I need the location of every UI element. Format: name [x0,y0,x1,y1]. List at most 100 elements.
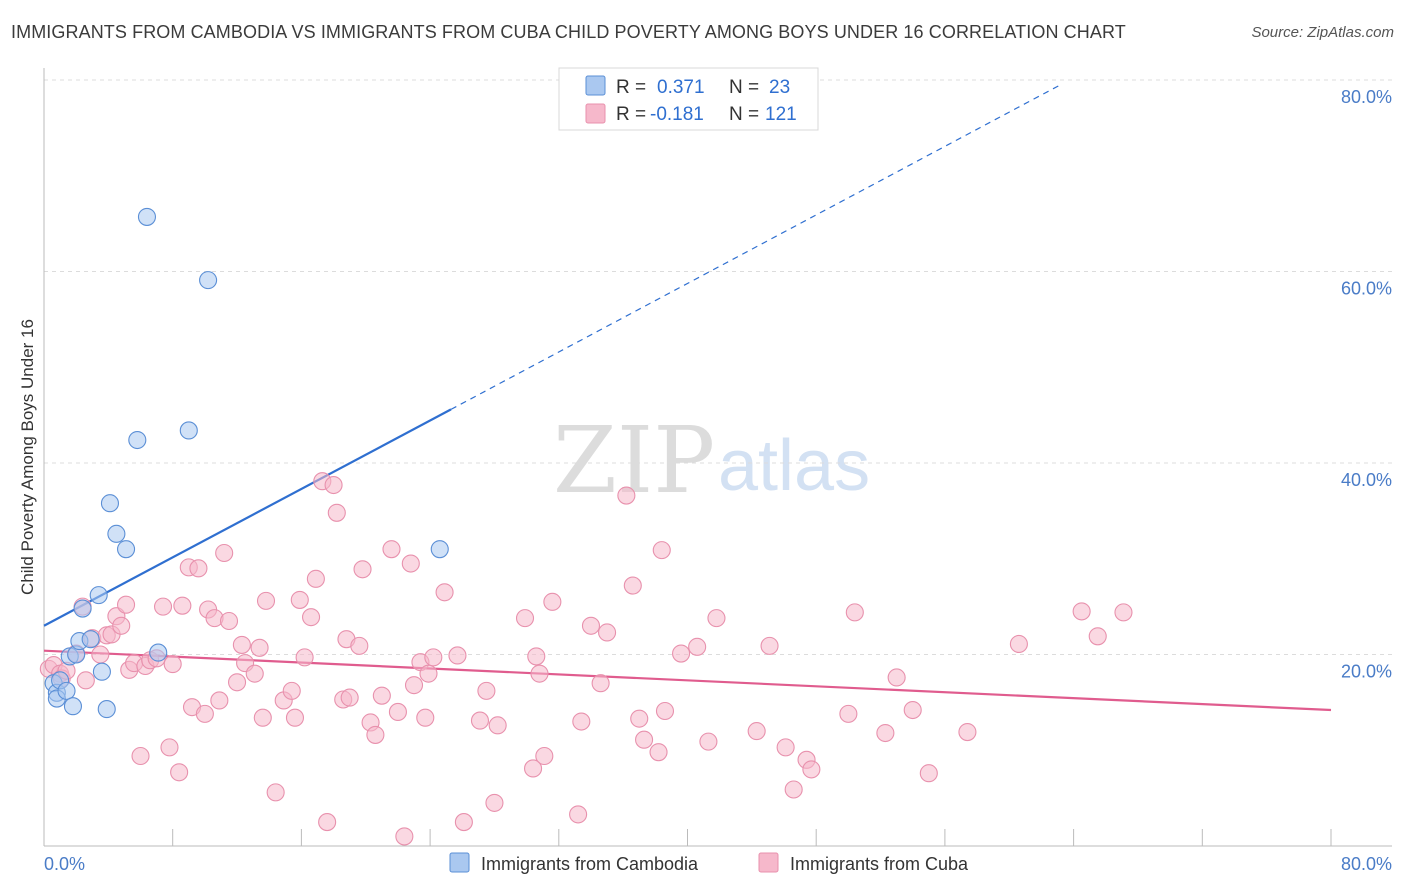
watermark-atlas: atlas [718,426,870,506]
data-point-cuba [306,569,325,588]
data-point-cuba [160,738,179,757]
data-point-cuba [382,540,401,559]
y-axis-title: Child Poverty Among Boys Under 16 [18,319,37,595]
data-point-cuba [448,646,467,665]
data-point-cuba [285,708,305,727]
data-point-cuba [91,645,110,664]
data-points [39,207,1133,846]
data-point-cuba [116,595,136,614]
y-tick-label: 40.0% [1341,470,1392,490]
trend-line-cambodia [43,408,452,627]
data-point-cuba [282,681,301,700]
data-point-cuba [581,616,601,635]
data-point-cambodia [89,586,108,605]
data-point-cuba [228,673,247,692]
data-point-cuba [245,664,264,683]
legend-n-value-cuba: 121 [765,104,797,125]
data-point-cuba [569,805,588,824]
data-point-cuba [527,647,546,666]
bottom-legend-label-cuba: Immigrants from Cuba [790,854,969,874]
data-point-cambodia [81,630,100,649]
data-point-cuba [485,793,504,812]
data-point-cuba [760,636,779,655]
bottom-legend-swatch-cambodia [449,852,470,873]
trend-line-extension-cambodia [450,83,1063,410]
data-point-cuba [598,623,617,642]
data-point-cuba [876,723,895,743]
data-point-cuba [1072,602,1091,621]
legend-r-label-cuba: R = [616,104,646,125]
y-tick-label: 60.0% [1341,279,1392,299]
data-point-cuba [572,712,591,731]
data-point-cuba [1009,634,1028,654]
data-point-cuba [215,543,234,563]
data-point-cuba [635,730,654,749]
y-tick-label: 20.0% [1341,662,1392,682]
data-point-cuba [424,648,443,667]
data-point-cuba [707,609,726,628]
data-point-cuba [776,738,795,757]
data-point-cuba [404,676,424,695]
data-point-cuba [672,644,691,663]
data-point-cambodia [430,540,449,559]
data-point-cuba [419,664,438,683]
data-point-cuba [170,763,189,782]
x-axis-ticks [43,829,1332,846]
source-credit: Source: ZipAtlas.com [1251,24,1394,41]
bottom-legend-label-cambodia: Immigrants from Cambodia [481,854,699,874]
data-point-cuba [266,783,285,802]
data-point-cuba [256,591,276,610]
data-point-cambodia [97,700,116,719]
data-point-cuba [845,603,864,622]
data-point-cambodia [57,681,76,700]
data-point-cuba [302,608,321,627]
data-point-cuba [652,541,671,560]
data-point-cuba [530,664,549,683]
y-tick-labels: 20.0% 40.0% 60.0% 80.0% [1341,87,1392,682]
series-legend: Immigrants from Cambodia Immigrants from… [449,852,969,874]
data-point-cuba [131,746,150,766]
legend-swatch-cuba [585,103,606,124]
data-point-cuba [195,704,214,723]
data-point-cuba [350,636,369,655]
data-point-cambodia [63,697,83,716]
data-point-cambodia [73,599,92,618]
data-point-cuba [1114,603,1133,622]
data-point-cuba [958,723,977,742]
data-point-cuba [290,590,309,609]
legend-r-value-cambodia: 0.371 [657,77,705,98]
data-point-cuba [535,746,554,766]
data-point-cuba [401,554,420,573]
data-point-cuba [388,702,407,722]
data-point-cambodia [116,540,136,559]
legend-swatch-cambodia [585,75,606,96]
data-point-cuba [655,701,675,721]
legend-r-label-cambodia: R = [616,77,646,98]
data-point-cuba [454,813,473,832]
data-point-cuba [416,708,435,727]
data-point-cuba [327,503,346,522]
data-point-cambodia [149,643,168,662]
data-point-cuba [524,759,543,778]
data-point-cuba [173,596,192,615]
legend-n-label-cuba: N = [729,104,759,125]
y-tick-label: 80.0% [1341,87,1392,107]
data-point-cuba [699,732,718,751]
data-point-cambodia [199,271,218,290]
data-point-cuba [887,668,906,687]
data-point-cuba [649,743,668,762]
data-point-cuba [1088,627,1107,646]
data-point-cuba [617,486,636,505]
data-point-cuba [747,722,766,741]
correlation-legend: R = 0.371 N = 23 R = -0.181 N = 121 [558,67,819,131]
data-point-cuba [112,616,131,635]
data-point-cuba [488,716,507,735]
data-point-cuba [802,760,821,779]
x-tick-label-max: 80.0% [1341,854,1392,874]
data-point-cuba [543,592,562,611]
trend-lines [43,83,1332,712]
data-point-cuba [324,475,343,495]
legend-r-value-cuba: -0.181 [650,104,704,125]
data-point-cambodia [128,430,147,450]
data-point-cuba [372,686,391,705]
